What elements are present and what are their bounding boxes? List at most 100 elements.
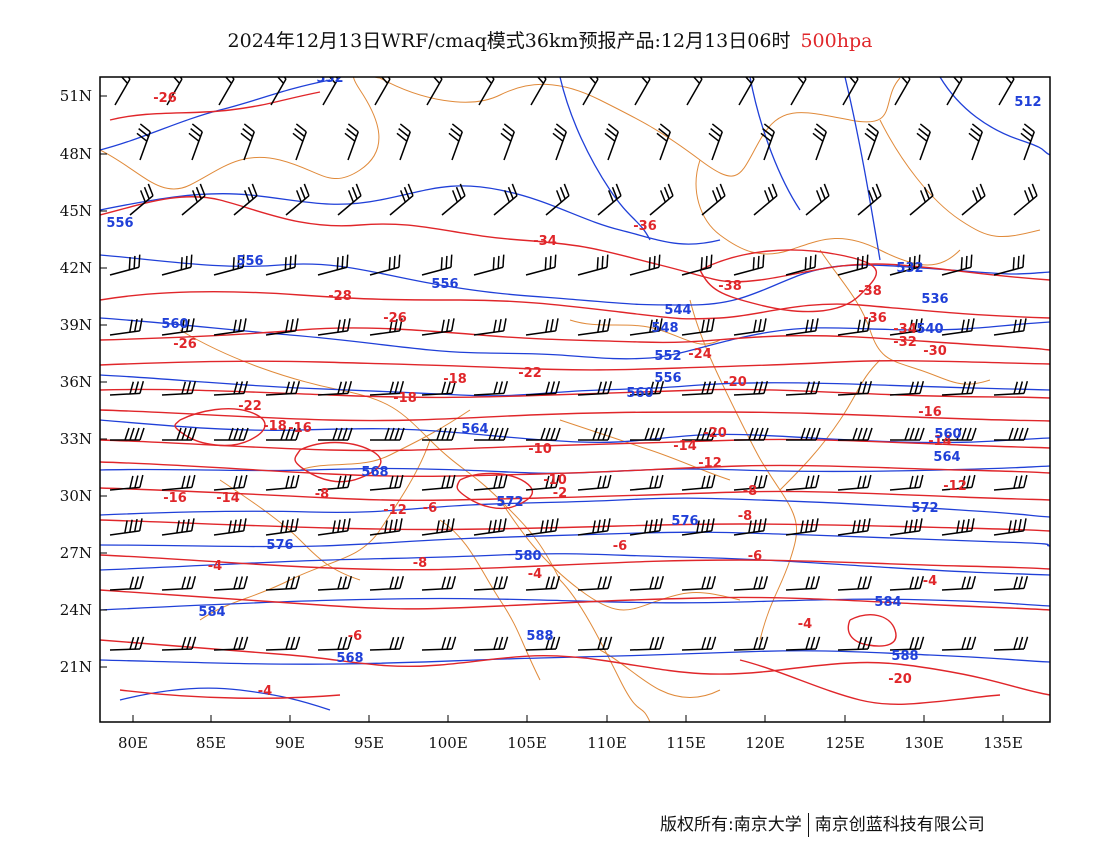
lon-label: 85E — [196, 734, 226, 752]
wind-barb — [629, 518, 663, 536]
wind-barb — [109, 474, 144, 491]
wind-barb — [837, 474, 872, 491]
wind-barb — [213, 636, 249, 651]
border-line — [599, 649, 721, 698]
temperature-label: -18 — [393, 391, 417, 406]
wind-barb — [396, 123, 411, 161]
temperature-label: -30 — [923, 344, 947, 359]
temperature-label: -8 — [315, 487, 329, 502]
wind-barb — [993, 318, 1027, 336]
lat-label: 51N — [60, 87, 92, 105]
temperature-contour — [699, 249, 877, 313]
wind-barb — [369, 474, 404, 491]
wind-barb — [889, 636, 925, 651]
footer-separator — [807, 813, 809, 837]
border-line — [299, 409, 471, 471]
footer-right: 南京创蓝科技有限公司 — [814, 815, 985, 835]
wind-barb — [317, 518, 351, 536]
height-labels: 5525125565565565605445485525565605645685… — [106, 77, 1041, 666]
wind-barb — [421, 636, 457, 651]
height-label: 536 — [921, 292, 948, 307]
wind-barb — [421, 318, 455, 336]
temperature-label: -4 — [258, 684, 272, 699]
height-label: 572 — [496, 495, 523, 510]
height-contour — [100, 254, 1050, 306]
temperature-label: -22 — [518, 366, 542, 381]
wind-barb — [597, 183, 622, 216]
lon-label: 80E — [118, 734, 148, 752]
temperature-contour — [100, 196, 1050, 283]
lon-label: 115E — [666, 734, 706, 752]
wind-barb — [369, 576, 405, 591]
lat-label: 21N — [60, 658, 92, 676]
height-label: 532 — [896, 261, 923, 276]
wind-barb — [733, 518, 767, 536]
wind-barb — [941, 474, 976, 491]
wind-barb — [994, 427, 1029, 441]
temperature-label: -12 — [698, 456, 722, 471]
height-label: 560 — [161, 317, 188, 332]
wind-barb — [213, 318, 247, 336]
wind-barb — [317, 474, 352, 491]
height-label: 556 — [654, 371, 681, 386]
wind-barb — [317, 318, 351, 336]
wind-barb — [109, 381, 145, 396]
height-label: 568 — [361, 465, 388, 480]
temperature-contour — [100, 487, 1050, 502]
footer-left: 版权所有:南京大学 — [660, 815, 802, 835]
temperature-contour — [100, 554, 1050, 571]
wind-barb — [213, 381, 249, 396]
temperature-label: -14 — [673, 439, 697, 454]
height-label: 560 — [934, 427, 961, 442]
height-contour — [119, 687, 331, 711]
wind-barb — [233, 183, 258, 216]
border-line — [379, 77, 901, 177]
wind-barb — [889, 318, 923, 336]
wind-barb — [265, 518, 299, 536]
height-contour — [100, 597, 1050, 611]
height-contour — [100, 531, 1050, 548]
wind-barb — [889, 518, 923, 536]
wind-barb — [161, 636, 197, 651]
wind-barb — [733, 254, 765, 276]
temperature-labels: -26-34-36-38-28-26-26-36-38-34-32-30-24-… — [153, 91, 967, 699]
wind-barb — [213, 474, 248, 491]
wind-barb — [552, 123, 567, 161]
wind-barb — [785, 636, 821, 651]
wind-barb — [318, 427, 353, 441]
wind-barb — [681, 518, 715, 536]
wind-barb — [422, 427, 457, 441]
wind-barb — [941, 576, 977, 591]
wind-barb — [473, 254, 505, 276]
temperature-label: -18 — [263, 419, 287, 434]
wind-barb — [322, 77, 339, 106]
temperature-label: -20 — [723, 375, 747, 390]
wind-barb — [337, 183, 362, 216]
border-line — [779, 359, 881, 491]
wind-barb — [370, 427, 405, 441]
wind-barb — [941, 636, 977, 651]
temperature-contour — [100, 409, 1050, 422]
lon-label: 120E — [745, 734, 785, 752]
latitude-axis: 51N 48N 45N 42N 39N 36N 33N 30N 27N 24N 21N — [60, 87, 107, 676]
wind-barb — [734, 427, 769, 441]
wind-barb — [265, 318, 299, 336]
temperature-label: -10 — [528, 442, 552, 457]
wind-barb — [240, 123, 255, 161]
wind-barb — [941, 518, 975, 536]
lat-label: 30N — [60, 487, 92, 505]
lat-label: 48N — [60, 145, 92, 163]
temperature-label: -34 — [533, 234, 557, 249]
lat-label: 36N — [60, 373, 92, 391]
wind-barb — [389, 183, 414, 216]
wind-barb — [629, 318, 663, 336]
wind-barb — [686, 77, 703, 106]
wind-barb — [161, 518, 195, 536]
temperature-label: -8 — [743, 484, 757, 499]
border-line — [879, 119, 1041, 238]
temperature-label: -26 — [173, 337, 197, 352]
wind-barb — [525, 381, 561, 396]
wind-barb — [1020, 123, 1035, 161]
wind-barb — [733, 576, 769, 591]
wind-barb — [448, 123, 463, 161]
